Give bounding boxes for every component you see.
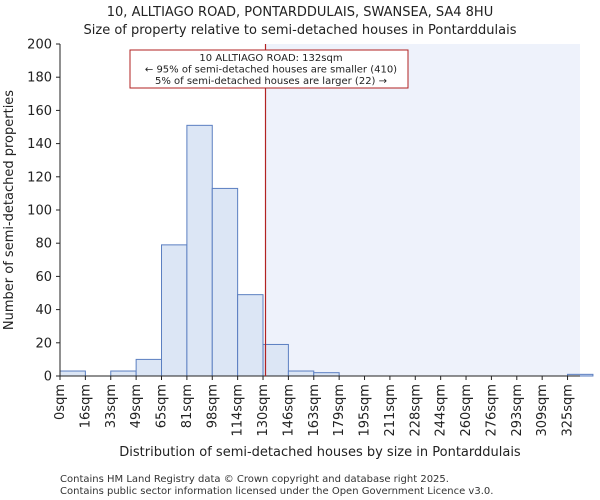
chart-title-line-1: 10, ALLTIAGO ROAD, PONTARDDULAIS, SWANSE… <box>107 5 493 20</box>
y-tick-label: 180 <box>27 71 52 86</box>
bar-33sqm <box>110 370 137 377</box>
footer-line-1: Contains HM Land Registry data © Crown c… <box>60 474 449 485</box>
y-tick-label: 20 <box>35 336 52 351</box>
y-tick-label: 100 <box>27 204 52 219</box>
bar-49sqm <box>135 358 163 377</box>
x-tick-label: 81sqm <box>180 384 195 428</box>
x-tick-label: 293sqm <box>510 384 525 437</box>
x-tick-label: 228sqm <box>408 384 423 437</box>
y-tick-label: 200 <box>27 38 52 53</box>
bar-130sqm <box>262 343 289 377</box>
x-tick-label: 130sqm <box>256 384 271 437</box>
y-tick-label: 60 <box>35 270 52 285</box>
bar-65sqm <box>161 244 188 377</box>
x-tick-label: 16sqm <box>78 384 93 428</box>
y-tick-label: 40 <box>35 303 52 318</box>
highlight-region <box>265 44 580 376</box>
x-tick-label: 49sqm <box>129 384 144 428</box>
bar-146sqm <box>287 370 315 377</box>
x-tick-label: 179sqm <box>332 384 347 437</box>
x-tick-label: 146sqm <box>281 384 296 437</box>
y-tick-label: 160 <box>27 104 52 119</box>
bar-0sqm <box>59 370 86 377</box>
footer-line-2: Contains public sector information licen… <box>60 486 493 497</box>
x-tick-label: 98sqm <box>205 384 220 428</box>
bar-114sqm <box>237 294 264 377</box>
x-tick-label: 244sqm <box>434 384 449 437</box>
x-tick-label: 114sqm <box>231 384 246 437</box>
x-tick-label: 309sqm <box>535 384 550 437</box>
y-tick-label: 120 <box>27 170 52 185</box>
annotation-box <box>129 49 409 89</box>
x-tick-label: 325sqm <box>561 384 576 437</box>
annotation-line-1: 10 ALLTIAGO ROAD: 132sqm <box>199 53 342 64</box>
x-axis-label: Distribution of semi-detached houses by … <box>119 445 521 460</box>
y-tick-label: 80 <box>35 237 52 252</box>
x-tick-label: 260sqm <box>459 384 474 437</box>
x-tick-label: 65sqm <box>155 384 170 428</box>
y-tick-label: 140 <box>27 137 52 152</box>
y-axis-label: Number of semi-detached properties <box>2 90 17 330</box>
bar-325sqm <box>567 373 594 377</box>
x-tick-label: 0sqm <box>53 384 68 420</box>
x-tick-label: 195sqm <box>358 384 373 437</box>
chart-title-line-2: Size of property relative to semi-detach… <box>84 23 517 38</box>
bar-81sqm <box>186 124 213 377</box>
annotation-line-3: 5% of semi-detached houses are larger (2… <box>155 76 387 87</box>
x-tick-label: 211sqm <box>383 384 398 437</box>
x-tick-label: 276sqm <box>484 384 499 437</box>
y-tick-label: 0 <box>44 370 52 385</box>
x-tick-label: 33sqm <box>104 384 119 428</box>
bar-98sqm <box>211 187 239 377</box>
x-tick-label: 163sqm <box>307 384 322 437</box>
annotation-line-2: ← 95% of semi-detached houses are smalle… <box>145 65 397 76</box>
